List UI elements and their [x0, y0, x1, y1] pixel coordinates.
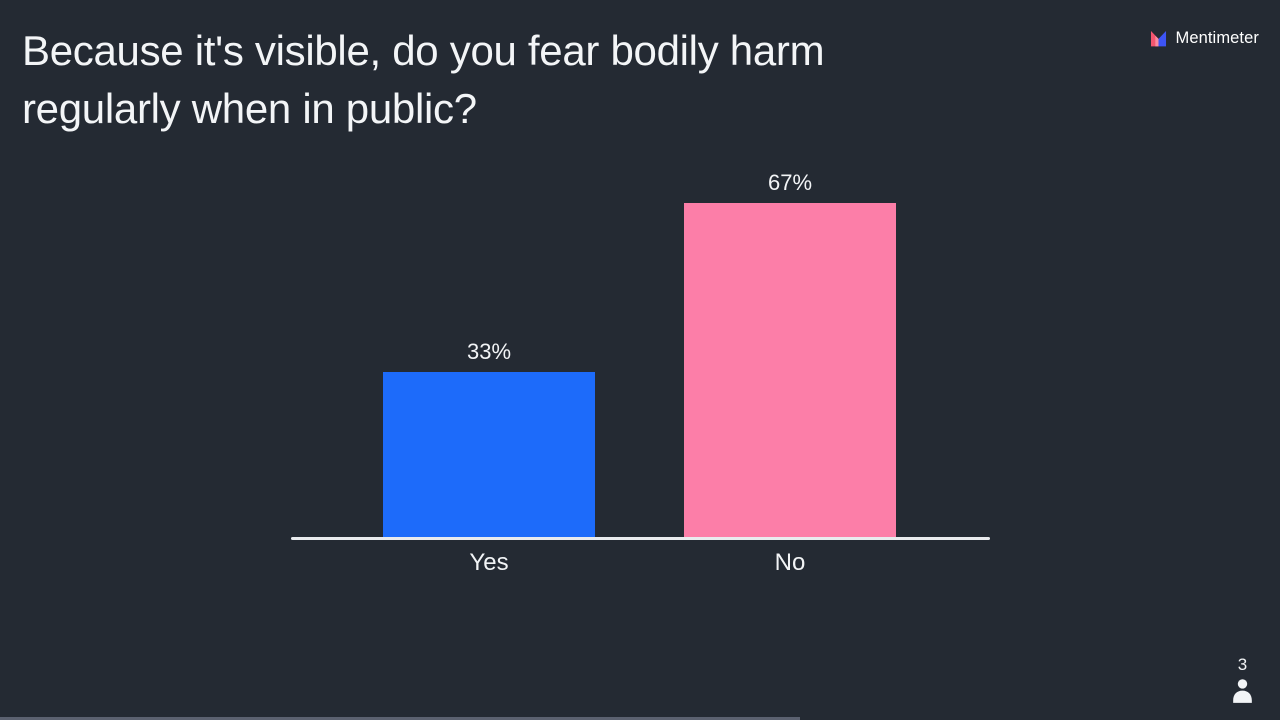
- bar-yes: [383, 372, 595, 537]
- mentimeter-logo: Mentimeter: [1149, 29, 1259, 48]
- mentimeter-m-icon: [1151, 30, 1167, 47]
- page-title: Because it's visible, do you fear bodily…: [22, 27, 825, 132]
- person-icon: [1233, 679, 1252, 703]
- bar-column-yes: 33%: [383, 339, 595, 537]
- x-axis-label-yes: Yes: [469, 549, 509, 576]
- participant-counter: 3: [1229, 655, 1256, 704]
- x-axis-labels-row: Yes No: [291, 549, 990, 577]
- bars-row: 33% 67%: [291, 160, 990, 537]
- bar-value-label: 33%: [466, 339, 512, 364]
- video-progress-bar[interactable]: [0, 717, 800, 720]
- bar-chart: 33% 67% Yes No: [291, 160, 990, 577]
- mentimeter-logo-text: Mentimeter: [1175, 29, 1259, 47]
- x-axis-line: [291, 537, 990, 540]
- bar-value-label: 67%: [767, 170, 813, 195]
- bar-column-no: 67%: [684, 170, 896, 537]
- x-axis-label-no: No: [774, 549, 806, 576]
- bar-no: [684, 203, 896, 537]
- participant-count: 3: [1237, 655, 1248, 674]
